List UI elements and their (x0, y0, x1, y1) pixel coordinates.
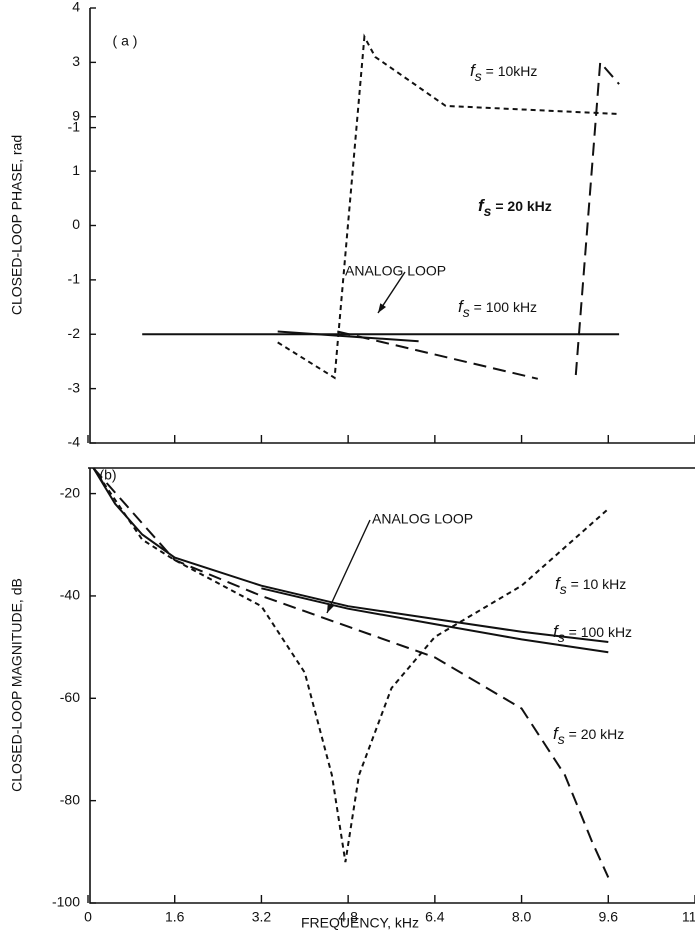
y-tick-label: 9 (72, 107, 80, 123)
arrow-head (327, 603, 335, 613)
y-tick-label: -2 (68, 325, 81, 341)
x-tick-label: 6.4 (425, 909, 445, 925)
series-line (92, 467, 610, 878)
y-tick-label: -100 (52, 894, 80, 910)
y-tick-label: 1 (72, 162, 80, 178)
series-label: fs = 100 kHz (458, 297, 537, 319)
y-tick-label: 4 (72, 0, 80, 15)
series-line (337, 59, 620, 380)
series-label: ANALOG LOOP (345, 263, 446, 279)
y-tick-label: 3 (72, 53, 80, 69)
y-tick-label: -1 (68, 118, 81, 134)
label-arrow (326, 519, 371, 614)
x-tick-label: 11.2 (682, 909, 695, 925)
y-tick-label: -4 (68, 434, 81, 450)
panel-label: ( a ) (113, 33, 138, 49)
series-label: fs = 100 kHz (553, 622, 632, 644)
series-label: fs = 10kHz (470, 61, 537, 83)
y-tick-label: 0 (72, 216, 80, 232)
x-tick-label: 3.2 (252, 909, 272, 925)
y-tick-label: -1 (68, 271, 81, 287)
series-line (277, 33, 620, 380)
x-axis-label: FREQUENCY, kHz (301, 915, 419, 931)
panel-label: (b) (99, 467, 116, 483)
series-line (261, 587, 609, 654)
y-tick-label: -60 (60, 689, 80, 705)
y-tick-label: -20 (60, 484, 80, 500)
series-label: fs = 20 kHz (553, 724, 624, 746)
x-tick-label: 1.6 (165, 909, 185, 925)
axes (88, 467, 695, 904)
x-tick-label: 0 (84, 909, 92, 925)
x-tick-label: 4.8 (338, 909, 358, 925)
series-label: fs = 20 kHz (478, 196, 552, 218)
y-tick-label: -80 (60, 791, 80, 807)
axes (89, 8, 695, 444)
y-axis-label: CLOSED-LOOP MAGNITUDE, dB (9, 578, 25, 792)
series-line (92, 467, 609, 863)
x-tick-label: 9.6 (599, 909, 619, 925)
series-label: fs = 10 kHz (555, 574, 626, 596)
x-tick-label: 8.0 (512, 909, 532, 925)
y-tick-label: -40 (60, 587, 80, 603)
arrow-head (378, 303, 387, 313)
y-axis-label: CLOSED-LOOP PHASE, rad (9, 135, 25, 315)
series-label: ANALOG LOOP (372, 511, 473, 527)
y-tick-label: -3 (68, 379, 81, 395)
series-line (277, 330, 419, 343)
series-line (92, 467, 609, 643)
